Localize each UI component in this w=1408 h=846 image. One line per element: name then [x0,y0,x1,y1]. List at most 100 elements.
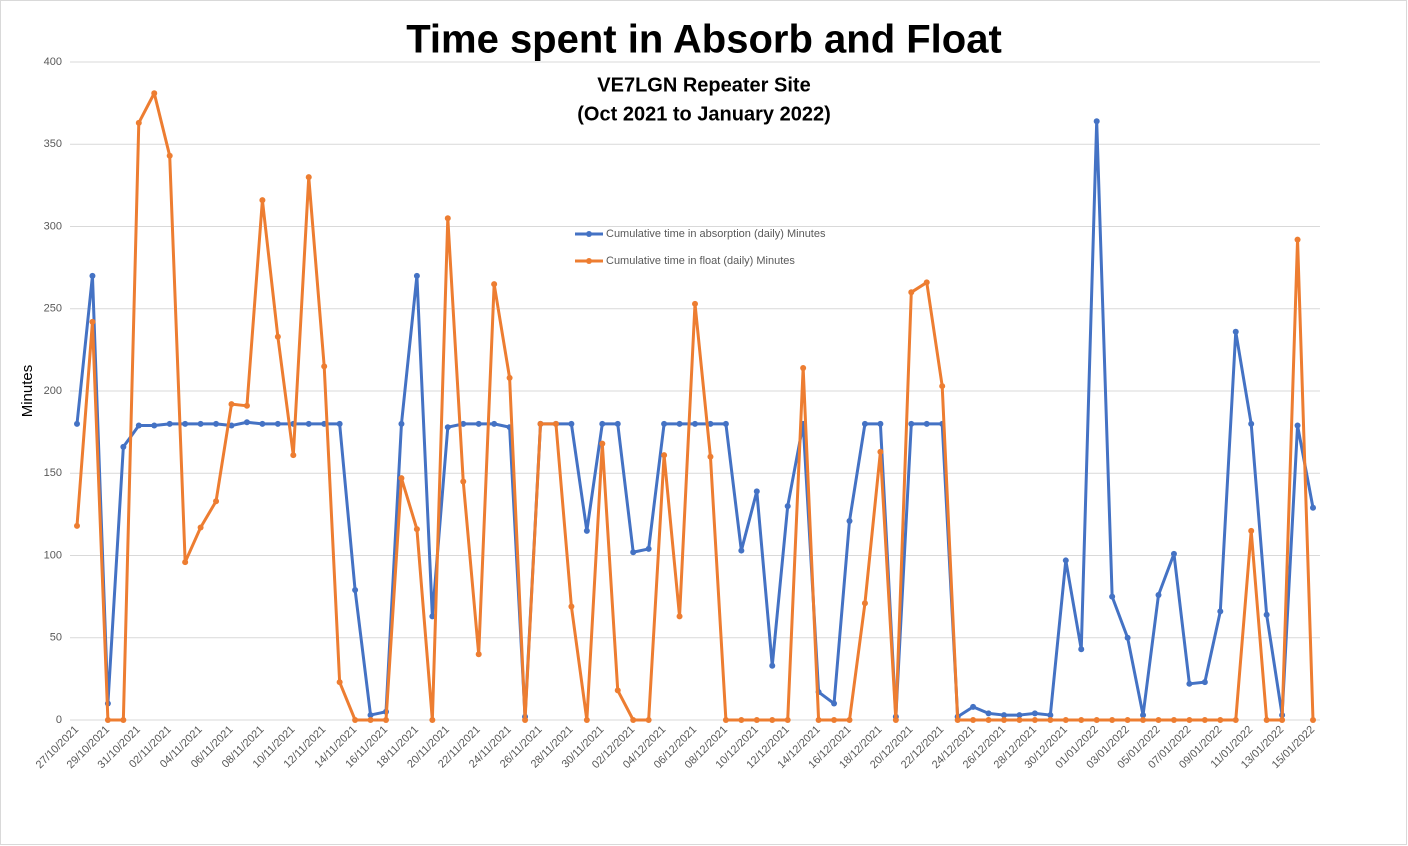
data-point [1062,557,1069,564]
data-point [1170,550,1177,557]
data-point [460,478,467,485]
y-tick-label: 150 [44,467,62,479]
data-point [954,717,961,723]
data-point [939,383,946,390]
data-point [1263,717,1270,723]
data-point [352,717,359,723]
data-point [892,717,899,723]
data-point [1078,646,1085,653]
data-point [568,420,575,427]
data-point [120,443,127,450]
data-point [336,420,343,427]
data-point [645,545,652,552]
data-point [1093,717,1100,723]
data-point [1001,717,1007,723]
data-point [738,717,745,723]
data-point [383,717,389,723]
legend-marker [586,231,592,237]
chart-title: Time spent in Absorb and Float [406,18,1002,62]
y-tick-label: 200 [44,385,62,397]
legend-label: Cumulative time in absorption (daily) Mi… [606,228,826,240]
data-point [321,363,328,370]
data-point [1124,634,1131,641]
data-point [398,420,405,427]
data-point [1310,504,1316,511]
data-point [692,300,698,307]
data-point [367,717,374,723]
data-point [228,422,235,429]
data-point [1201,717,1208,723]
data-point [923,420,930,427]
data-point [831,717,838,723]
data-point [491,420,498,427]
data-point [985,717,992,723]
data-point [707,453,714,460]
data-point [120,717,127,723]
data-point [398,475,405,482]
data-point [135,422,142,429]
chart-subtitle: VE7LGN Repeater Site [597,74,810,96]
data-point [367,712,374,719]
data-point [429,613,436,620]
data-point [815,717,822,723]
data-point [583,527,590,534]
data-point [599,440,606,447]
y-tick-label: 400 [44,56,62,68]
data-point [923,279,930,286]
data-point [1201,679,1208,686]
data-point [630,717,637,723]
data-point [444,424,451,431]
data-point [753,488,760,495]
data-point [1155,717,1162,723]
data-point [1294,236,1301,243]
data-point [1170,717,1177,723]
data-point [259,197,266,204]
data-point [630,549,637,556]
data-point [753,717,760,723]
chart-subtitle: (Oct 2021 to January 2022) [577,103,830,125]
data-point [213,498,220,505]
data-point [305,174,312,181]
data-point [1109,717,1116,723]
data-point [1310,717,1316,723]
data-point [1062,717,1069,723]
data-point [413,526,420,533]
data-point [522,717,529,723]
data-point [352,587,359,594]
data-point [1047,717,1054,723]
y-tick-label: 300 [44,220,62,232]
data-point [1217,608,1224,615]
data-point [89,272,96,279]
data-point [1294,422,1301,429]
data-point [877,448,884,455]
data-point [259,420,266,427]
data-point [1248,527,1255,534]
data-point [1232,328,1239,335]
data-point [197,524,204,531]
data-point [182,559,189,566]
data-point [1140,717,1147,723]
y-tick-label: 350 [44,138,62,150]
data-point [228,401,235,408]
data-point [1263,611,1270,618]
data-point [166,420,173,427]
data-point [599,420,606,427]
data-point [491,281,498,288]
data-point [1016,717,1023,723]
data-point [1155,591,1162,598]
data-point [568,603,575,610]
data-point [1047,712,1054,719]
data-point [475,651,482,658]
data-point [769,717,776,723]
data-point [243,419,250,426]
data-point [970,703,977,710]
data-point [769,662,776,669]
data-point [305,420,312,427]
data-point [1124,717,1131,723]
data-point [861,420,868,427]
data-point [166,152,173,159]
data-point [1279,717,1286,723]
data-point [475,420,482,427]
data-point [151,90,158,97]
